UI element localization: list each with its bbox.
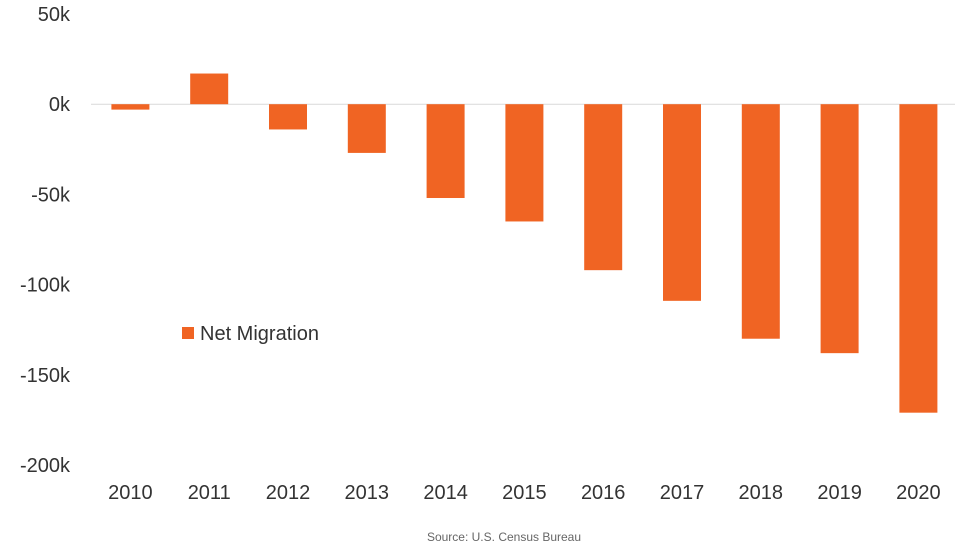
x-tick-label: 2011 xyxy=(188,482,231,504)
legend: Net Migration xyxy=(182,323,319,345)
x-tick-label: 2020 xyxy=(896,482,941,504)
x-tick-label: 2016 xyxy=(581,482,626,504)
x-axis-ticks: 2010 2011 2012 2013 2014 2015 2016 2017 2018 2019… xyxy=(108,482,941,504)
bar-2017 xyxy=(663,104,701,301)
x-tick-label: 2014 xyxy=(423,482,468,504)
x-tick-label: 2012 xyxy=(266,482,311,504)
y-tick-label: -150k xyxy=(20,365,71,387)
x-tick-label: 2017 xyxy=(660,482,705,504)
x-tick-label: 2019 xyxy=(817,482,862,504)
x-tick-label: 2018 xyxy=(739,482,784,504)
bar-2015 xyxy=(505,104,544,222)
legend-swatch-net-migration xyxy=(182,327,194,339)
bar-2010 xyxy=(111,104,150,110)
y-tick-label: -200k xyxy=(20,455,71,477)
bar-2018 xyxy=(741,104,780,339)
x-tick-label: 2013 xyxy=(345,482,390,504)
source-note: Source: U.S. Census Bureau xyxy=(427,530,581,544)
bars-group xyxy=(111,73,938,413)
y-tick-label: 50k xyxy=(38,4,71,26)
bar-2012 xyxy=(269,104,307,130)
y-axis-ticks: 50k 0k -50k -100k -150k -200k xyxy=(20,4,71,477)
y-tick-label: -100k xyxy=(20,275,71,297)
bar-2020 xyxy=(899,104,938,413)
legend-label-net-migration: Net Migration xyxy=(200,323,319,345)
x-tick-label: 2015 xyxy=(502,482,547,504)
bar-2011 xyxy=(190,73,229,105)
bar-2013 xyxy=(347,104,386,153)
x-tick-label: 2010 xyxy=(108,482,153,504)
bar-2014 xyxy=(426,104,465,199)
y-tick-label: -50k xyxy=(31,184,71,206)
bar-2019 xyxy=(820,104,859,354)
bar-2016 xyxy=(584,104,623,271)
y-tick-label: 0k xyxy=(49,94,71,116)
